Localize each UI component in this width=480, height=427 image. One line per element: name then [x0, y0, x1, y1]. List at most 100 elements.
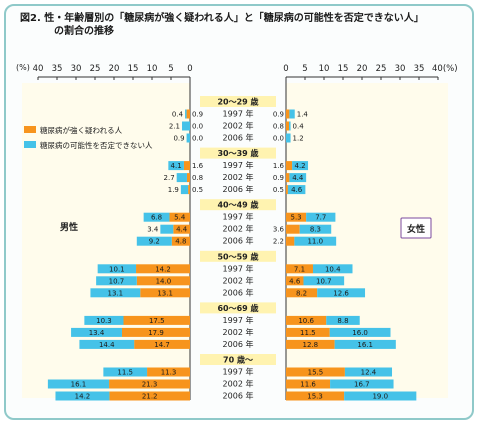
bar-female-strong [286, 276, 304, 286]
bar-female-possible [303, 276, 345, 286]
female-side-label: 女性 [407, 223, 425, 235]
age-band-bg [200, 147, 276, 159]
year-label: 2002 年 [223, 327, 254, 337]
data-label-male-strong: 0.0 [192, 135, 203, 143]
bar-female-strong [286, 185, 288, 195]
bar-female-possible [317, 288, 366, 298]
year-label: 2006 年 [223, 236, 254, 246]
bar-female-possible [344, 367, 393, 377]
year-label: 2002 年 [223, 224, 254, 234]
legend-label-possible: 糖尿病の可能性を否定できない人 [40, 140, 153, 150]
age-band-label: 70 歳～ [223, 355, 253, 365]
bar-male-strong [147, 367, 190, 377]
bar-female-possible [326, 315, 360, 325]
bar-female-possible [289, 173, 307, 183]
data-label-female-possible: 7.7 [315, 214, 326, 222]
data-label-female-strong: 0.5 [273, 186, 284, 194]
x-tick-label-left: 0 [187, 64, 192, 74]
data-label-female-strong: 7.1 [294, 265, 305, 273]
bar-female-possible [329, 327, 391, 337]
data-label-male-possible: 0.4 [172, 111, 184, 119]
year-label: 1997 年 [223, 160, 254, 170]
data-label-male-strong: 21.2 [142, 393, 158, 401]
year-label: 2002 年 [223, 379, 254, 389]
year-label: 1997 年 [223, 367, 254, 377]
data-label-female-possible: 1.2 [293, 135, 304, 143]
bar-male-strong [186, 173, 190, 183]
bar-male-possible [182, 121, 190, 131]
data-label-female-strong: 15.5 [308, 369, 324, 377]
x-tick-label-left: 30 [71, 64, 82, 74]
x-tick-label-right: 30 [395, 64, 406, 74]
bar-male-possible [143, 212, 170, 222]
data-label-male-possible: 3.4 [147, 226, 159, 234]
age-band-label: 30～39 歳 [217, 148, 258, 158]
data-label-female-possible: 1.4 [297, 111, 309, 119]
data-label-male-strong: 17.9 [148, 329, 164, 337]
bar-female-strong [286, 379, 331, 389]
data-label-male-strong: 14.2 [155, 265, 171, 273]
data-label-female-possible: 4.2 [294, 162, 305, 170]
bar-male-possible [79, 339, 135, 349]
data-label-male-strong: 0.0 [192, 123, 203, 131]
data-label-female-strong: 5.3 [290, 214, 301, 222]
data-label-male-strong: 4.8 [175, 238, 186, 246]
age-band-bg [200, 96, 276, 107]
bar-female-strong [286, 224, 300, 234]
data-label-female-strong: 10.6 [298, 317, 314, 325]
bar-male-strong [136, 264, 190, 274]
data-label-male-possible: 10.7 [109, 277, 125, 285]
bar-male-strong [109, 391, 190, 401]
data-label-female-strong: 15.3 [307, 393, 323, 401]
bar-male-strong [109, 379, 190, 389]
data-label-female-strong: 0.9 [273, 174, 284, 182]
data-label-female-strong: 0.9 [273, 111, 284, 119]
bar-female-strong [286, 288, 318, 298]
data-label-male-strong: 4.4 [176, 226, 188, 234]
data-label-female-strong: 1.6 [273, 162, 285, 170]
male-side-label: 男性 [60, 221, 78, 233]
bar-male-strong [134, 339, 190, 349]
bar-male-possible [186, 133, 190, 143]
bar-male-possible [47, 379, 110, 389]
data-label-male-possible: 9.2 [149, 238, 160, 246]
bar-male-strong [169, 212, 190, 222]
bar-male-possible [90, 288, 141, 298]
chart-title-line2: の割合の推移 [54, 26, 114, 37]
bar-male-possible [97, 264, 137, 274]
age-band-bg [200, 199, 276, 211]
data-label-female-possible: 4.6 [291, 186, 303, 194]
bar-male-strong [173, 224, 190, 234]
bar-male-possible [176, 173, 187, 183]
bar-female-strong [286, 327, 330, 337]
bar-male-strong [188, 185, 190, 195]
x-tick-label-left: 25 [90, 64, 101, 74]
year-label: 1997 年 [223, 315, 254, 325]
data-label-female-possible: 8.8 [337, 317, 348, 325]
bar-female-possible [287, 185, 306, 195]
bar-male-possible [71, 327, 122, 337]
data-label-male-strong: 11.3 [161, 369, 177, 377]
data-label-male-possible: 14.4 [99, 341, 115, 349]
bar-male-possible [84, 315, 124, 325]
bar-female-possible [330, 379, 394, 389]
age-band-bg [200, 302, 276, 314]
data-label-male-strong: 0.9 [192, 111, 203, 119]
bar-female-strong [286, 121, 290, 131]
bar-female-strong [286, 264, 313, 274]
data-label-male-possible: 2.7 [164, 174, 175, 182]
age-band-bg [200, 250, 276, 262]
x-tick-label-left: 15 [128, 64, 139, 74]
bar-female-possible [344, 391, 417, 401]
legend-label-strong: 糖尿病が強く疑われる人 [40, 125, 123, 135]
data-label-male-possible: 14.2 [75, 393, 91, 401]
data-label-male-strong: 0.5 [192, 186, 203, 194]
data-label-female-possible: 10.7 [316, 277, 332, 285]
year-label: 2006 年 [223, 133, 254, 143]
bar-male-strong [121, 327, 190, 337]
female-side-label-box [400, 217, 432, 239]
x-tick-label-right: 15 [338, 64, 349, 74]
data-label-female-possible: 16.1 [357, 341, 373, 349]
data-label-male-possible: 13.1 [108, 289, 124, 297]
